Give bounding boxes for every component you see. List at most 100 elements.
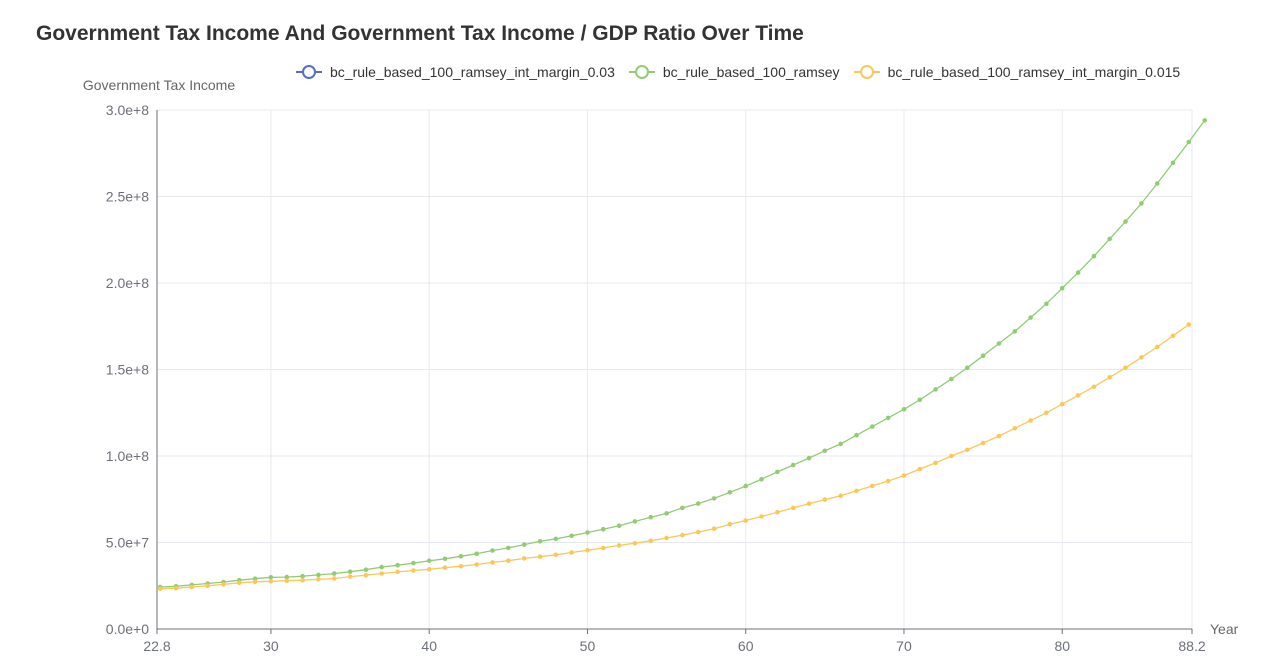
series-1-point-47 <box>901 407 907 412</box>
series-1-point-31 <box>648 514 654 520</box>
series-1-point-60 <box>1107 236 1112 242</box>
series-2-point-31 <box>648 538 654 544</box>
series-2-point-44 <box>854 488 859 494</box>
series-1-point-39 <box>775 469 780 475</box>
legend-circle-0 <box>302 65 316 79</box>
y-tick-label-2: 1.0e+8 <box>106 448 149 464</box>
series-1-point-11 <box>331 571 337 576</box>
series-2-point-18 <box>442 565 448 570</box>
series-2-point-23 <box>521 556 527 561</box>
y-tick-label-5: 2.5e+8 <box>106 189 149 205</box>
series-2-point-64 <box>1170 333 1176 339</box>
series-1-point-54 <box>1012 329 1018 334</box>
series-1-point-18 <box>442 556 448 562</box>
series-2-point-59 <box>1091 384 1097 390</box>
series-2-point-14 <box>379 571 385 576</box>
series-1-point-24 <box>537 539 543 544</box>
series-1-point-26 <box>569 533 574 539</box>
legend-circle-1 <box>634 65 649 79</box>
series-2-point-0 <box>157 586 163 591</box>
series-2-point-21 <box>490 560 495 565</box>
chart-title: Government Tax Income And Government Tax… <box>36 22 804 45</box>
series-1-point-50 <box>949 376 954 382</box>
y-tick-label-1: 5.0e+7 <box>106 535 149 551</box>
series-2-point-15 <box>395 569 400 575</box>
series-2-point-63 <box>1154 344 1160 350</box>
series-1-point-27 <box>585 530 590 535</box>
series-2-point-54 <box>1012 426 1018 431</box>
series-2-point-16 <box>411 568 416 573</box>
series-1-point-48 <box>917 397 923 403</box>
series-2-point-53 <box>996 433 1002 439</box>
series-2-point-20 <box>474 562 480 567</box>
series-1-point-61 <box>1123 219 1128 224</box>
x-tick-label-4: 60 <box>738 638 754 654</box>
series-2-point-58 <box>1075 393 1081 398</box>
series-2-point-43 <box>838 493 843 499</box>
series-2-point-30 <box>632 540 638 546</box>
series-2-point-8 <box>284 578 290 583</box>
series-1-point-30 <box>632 519 638 524</box>
series-1-point-37 <box>743 483 748 489</box>
legend-item-series-2[interactable]: bc_rule_based_100_ramsey_int_margin_0.01… <box>853 64 1180 80</box>
series-line-2 <box>160 323 1190 590</box>
series-2-point-45 <box>870 483 875 489</box>
series-1-point-25 <box>553 536 559 542</box>
x-tick-label-2: 40 <box>421 638 437 654</box>
series-1-point-21 <box>490 548 495 553</box>
series-2-point-56 <box>1044 410 1049 416</box>
x-tick-label-5: 70 <box>896 638 912 654</box>
series-2-point-48 <box>917 466 923 472</box>
series-2-point-39 <box>775 509 780 515</box>
series-2-point-4 <box>221 582 226 587</box>
series-1-point-23 <box>521 542 527 547</box>
series-1-point-34 <box>695 501 701 506</box>
series-2-point-1 <box>173 585 179 591</box>
series-1-point-46 <box>885 415 891 421</box>
series-1-point-51 <box>965 365 970 371</box>
series-1-point-58 <box>1075 270 1081 275</box>
series-2-point-49 <box>933 460 938 466</box>
series-1-point-42 <box>822 448 828 454</box>
series-1-point-35 <box>711 496 717 501</box>
x-tick-label-6: 80 <box>1054 638 1070 654</box>
series-2-point-37 <box>743 518 748 523</box>
chart-legend: bc_rule_based_100_ramsey_int_margin_0.03… <box>296 64 1194 80</box>
series-2-point-11 <box>331 576 337 581</box>
series-2-point-13 <box>363 572 369 578</box>
series-2-point-52 <box>980 440 986 446</box>
series-2-point-47 <box>901 473 907 478</box>
series-1-point-33 <box>680 505 685 511</box>
series-1-point-12 <box>347 569 353 574</box>
series-2-point-5 <box>237 580 242 586</box>
x-tick-label-3: 50 <box>580 638 596 654</box>
series-2-point-50 <box>949 453 954 459</box>
series-2-point-27 <box>585 548 590 553</box>
y-tick-label-3: 1.5e+8 <box>106 362 149 378</box>
series-1-point-55 <box>1028 315 1033 320</box>
series-2-point-25 <box>553 552 559 558</box>
series-1-point-28 <box>601 526 606 532</box>
series-1-point-66 <box>1202 118 1207 123</box>
series-1-point-19 <box>458 554 464 559</box>
series-2-point-29 <box>616 543 622 548</box>
series-1-point-29 <box>616 523 622 528</box>
series-2-point-57 <box>1059 401 1065 407</box>
series-2-point-55 <box>1028 418 1033 423</box>
series-1-point-36 <box>727 490 733 495</box>
y-axis-label: Government Tax Income <box>83 77 235 93</box>
series-2-point-34 <box>695 529 701 535</box>
series-2-point-9 <box>300 577 305 583</box>
legend-label-1: bc_rule_based_100_ramsey <box>662 64 840 80</box>
series-2-point-26 <box>569 550 574 555</box>
series-1-point-10 <box>316 572 321 578</box>
series-2-point-33 <box>680 532 685 538</box>
legend-item-series-1[interactable]: bc_rule_based_100_ramsey <box>628 64 840 80</box>
series-1-point-7 <box>268 575 274 580</box>
series-1-point-65 <box>1186 139 1192 145</box>
series-2-point-35 <box>711 526 717 531</box>
series-1-point-38 <box>759 476 764 482</box>
legend-item-series-0[interactable]: bc_rule_based_100_ramsey_int_margin_0.03 <box>296 64 615 80</box>
x-tick-label-1: 30 <box>263 638 279 654</box>
